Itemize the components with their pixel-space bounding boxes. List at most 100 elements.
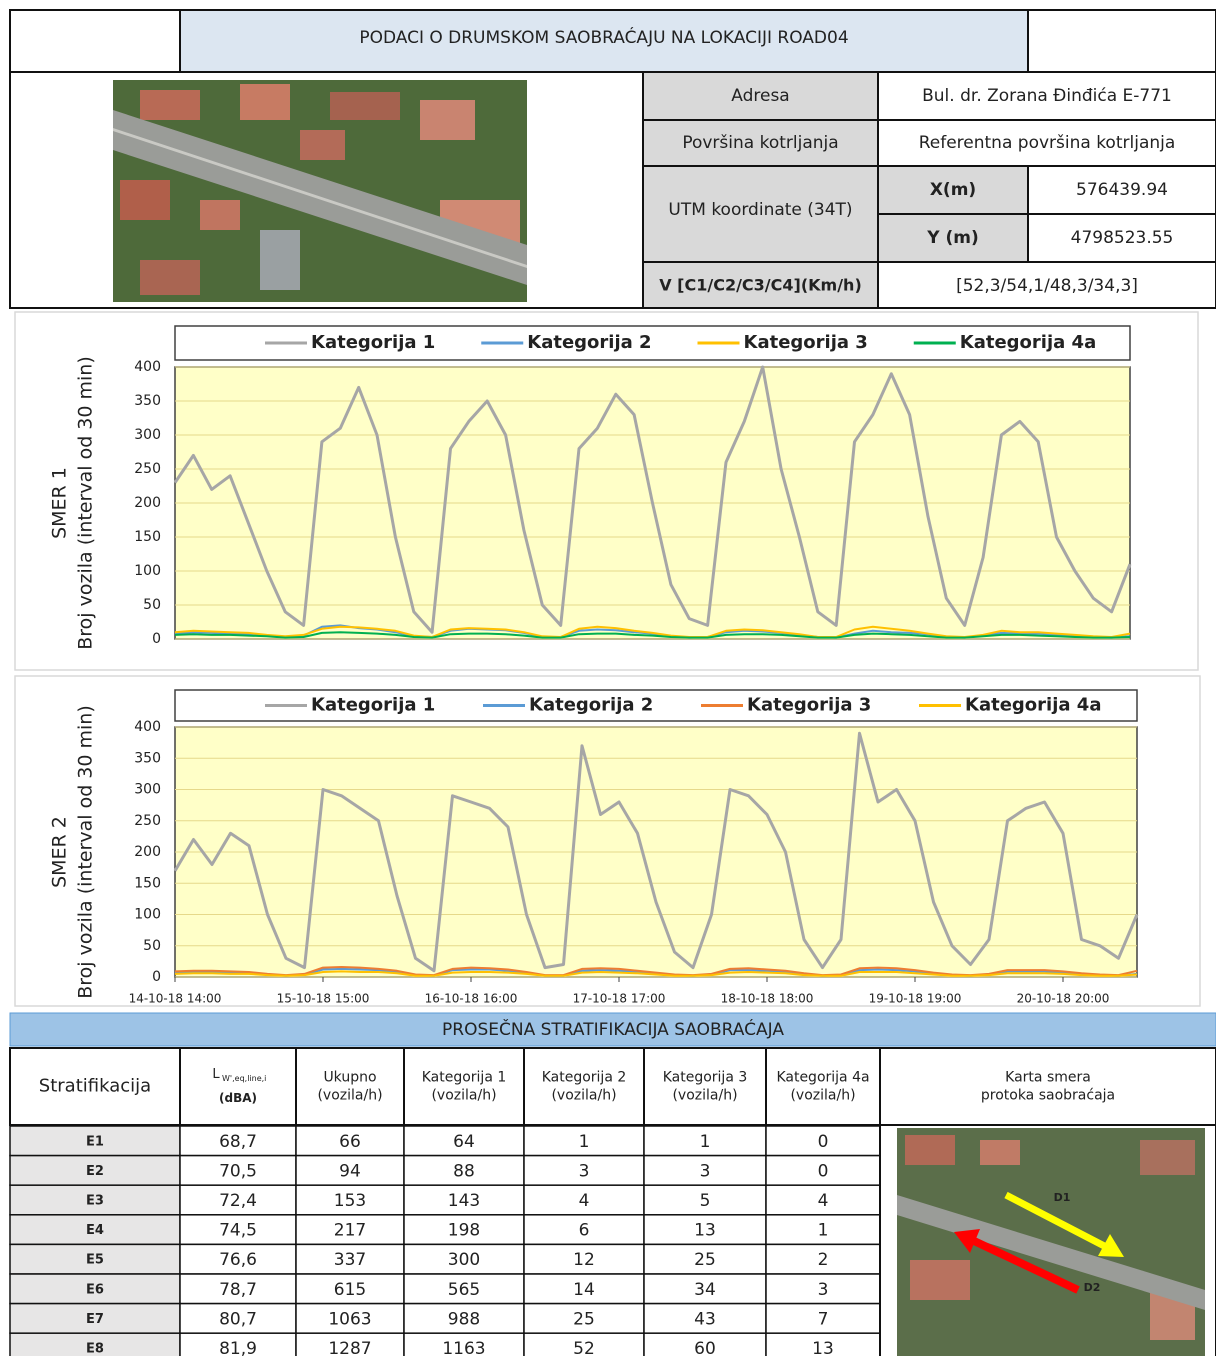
y-tick-label: 100 — [134, 907, 161, 923]
table-value: 25 — [694, 1250, 716, 1270]
header-cell — [765, 1047, 881, 1126]
table-cell — [403, 1302, 525, 1334]
table-cell — [765, 1154, 881, 1186]
table-cell — [179, 1125, 297, 1157]
table-value: 66 — [339, 1132, 361, 1152]
legend-label: Kategorija 4a — [960, 332, 1096, 353]
legend-label: Kategorija 2 — [527, 332, 651, 353]
table-value: 60 — [694, 1339, 716, 1356]
table-value: 0 — [818, 1161, 829, 1181]
value-cell — [1027, 213, 1216, 263]
y-tick-label: 100 — [134, 563, 161, 579]
table-cell — [523, 1184, 645, 1216]
table-cell — [295, 1125, 405, 1157]
y-tick-label: 0 — [152, 631, 161, 647]
table-value: 3 — [700, 1161, 711, 1181]
header-subscript: W',eq,line,i — [222, 1074, 266, 1083]
y-axis-label: SMER 2 — [49, 816, 71, 888]
label-cell — [642, 261, 879, 309]
table-value: 300 — [448, 1250, 480, 1270]
y-tick-label: 200 — [134, 495, 161, 511]
table-value: 3 — [579, 1161, 590, 1181]
header-cell — [295, 1047, 405, 1126]
header-cell — [179, 1047, 297, 1126]
series-line — [173, 365, 1132, 634]
y-tick-label: 350 — [134, 393, 161, 409]
legend-label: Kategorija 4a — [965, 695, 1101, 716]
table-cell — [523, 1273, 645, 1305]
x-tick-label: 19-10-18 19:00 — [869, 992, 962, 1006]
info-value: [52,3/54,1/48,3/34,3] — [956, 276, 1138, 296]
legend-label: Kategorija 3 — [747, 695, 871, 716]
x-tick-label: 14-10-18 14:00 — [129, 992, 222, 1006]
y-tick-label: 400 — [134, 359, 161, 375]
x-tick-label: 16-10-18 16:00 — [425, 992, 518, 1006]
table-value: 25 — [573, 1309, 595, 1329]
legend-label: Kategorija 2 — [529, 695, 653, 716]
table-cell — [643, 1184, 767, 1216]
header-cell — [403, 1047, 525, 1126]
table-value: 43 — [694, 1309, 716, 1329]
x-tick-label: 15-10-18 15:00 — [277, 992, 370, 1006]
coord-value: 4798523.55 — [1071, 228, 1174, 248]
map-cell — [879, 1124, 1216, 1356]
table-value: 988 — [448, 1309, 480, 1329]
table-value: E6 — [86, 1282, 104, 1297]
y-axis-label: Broj vozila (interval od 30 min) — [75, 705, 97, 999]
series-line — [174, 970, 1138, 977]
header-text: Stratifikacija — [39, 1076, 151, 1097]
table-value: 34 — [694, 1280, 716, 1300]
table-cell — [9, 1243, 181, 1275]
table-value: E7 — [86, 1312, 104, 1327]
table-value: E5 — [86, 1253, 104, 1268]
table-cell — [403, 1125, 525, 1157]
map-label: D2 — [1084, 1281, 1101, 1294]
table-value: 81,9 — [219, 1339, 257, 1356]
series-line — [174, 631, 1131, 639]
table-value: 6 — [579, 1221, 590, 1241]
table-value: 337 — [334, 1250, 366, 1270]
y-tick-label: 250 — [134, 813, 161, 829]
table-value: 4 — [818, 1191, 829, 1211]
table-value: 74,5 — [219, 1221, 257, 1241]
table-value: 153 — [334, 1191, 366, 1211]
table-value: 1063 — [328, 1309, 371, 1329]
table-value: E3 — [86, 1194, 104, 1209]
value-cell — [877, 71, 1216, 121]
table-cell — [295, 1184, 405, 1216]
table-cell — [403, 1184, 525, 1216]
table-cell — [179, 1302, 297, 1334]
table-cell — [765, 1302, 881, 1334]
table-cell — [643, 1214, 767, 1246]
direction-map — [897, 1128, 1205, 1356]
header-text: Kategorija 1 (vozila/h) — [422, 1070, 507, 1104]
value-cell — [877, 119, 1216, 167]
table-cell — [643, 1154, 767, 1186]
legend-label: Kategorija 1 — [311, 695, 435, 716]
y-tick-label: 150 — [134, 875, 161, 891]
table-value: 1 — [700, 1132, 711, 1152]
header-text: Kategorija 2 (vozila/h) — [542, 1070, 627, 1104]
info-label: Adresa — [731, 86, 789, 106]
coord-value: 576439.94 — [1076, 180, 1168, 200]
table-value: 565 — [448, 1280, 480, 1300]
x-tick-label: 20-10-18 20:00 — [1017, 992, 1110, 1006]
page-title: PODACI O DRUMSKOM SAOBRAĆAJU NA LOKACIJI… — [359, 26, 848, 48]
table-cell — [765, 1184, 881, 1216]
header-text: Ukupno (vozila/h) — [317, 1070, 382, 1104]
info-label: UTM koordinate (34T) — [668, 200, 852, 220]
table-value: 143 — [448, 1191, 480, 1211]
map-label: D1 — [1054, 1191, 1071, 1204]
y-tick-label: 350 — [134, 750, 161, 766]
y-tick-label: 50 — [143, 938, 161, 954]
header-cell — [643, 1047, 767, 1126]
legend-box — [174, 325, 1131, 361]
table-value: E4 — [86, 1223, 104, 1238]
table-value: 14 — [573, 1280, 595, 1300]
table-cell — [179, 1214, 297, 1246]
y-tick-label: 150 — [134, 529, 161, 545]
table-value: 615 — [334, 1280, 366, 1300]
table-value: 7 — [818, 1309, 829, 1329]
